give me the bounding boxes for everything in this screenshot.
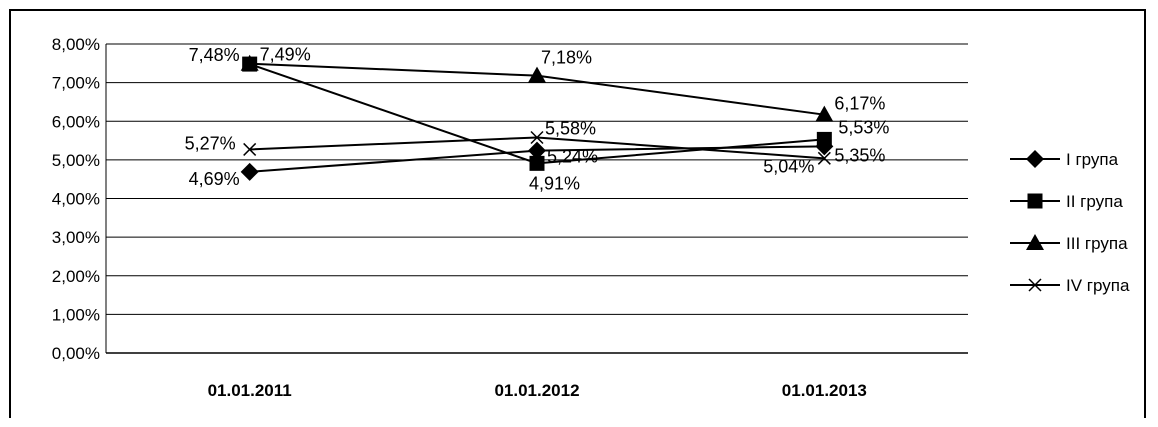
data-label: 7,48% bbox=[189, 45, 240, 65]
y-tick-label: 3,00% bbox=[52, 228, 100, 247]
data-label: 5,35% bbox=[834, 145, 885, 165]
series-marker bbox=[529, 155, 545, 171]
legend-marker bbox=[1026, 234, 1044, 250]
legend-label: IV група bbox=[1066, 276, 1130, 295]
data-label: 5,27% bbox=[185, 133, 236, 153]
series-marker bbox=[528, 141, 546, 160]
series-marker bbox=[815, 105, 834, 122]
series-marker bbox=[528, 66, 546, 83]
series-marker bbox=[243, 142, 257, 156]
legend-marker bbox=[1026, 150, 1044, 168]
legend-label: III група bbox=[1066, 234, 1128, 253]
series-marker bbox=[240, 162, 259, 181]
series-marker bbox=[530, 130, 544, 145]
data-label: 5,58% bbox=[545, 118, 596, 138]
y-tick-label: 6,00% bbox=[52, 112, 100, 131]
y-tick-label: 7,00% bbox=[52, 74, 100, 93]
x-tick-label: 01.01.2013 bbox=[782, 381, 867, 400]
data-label: 5,04% bbox=[763, 156, 814, 176]
data-label: 6,17% bbox=[834, 94, 885, 114]
data-label: 4,91% bbox=[529, 173, 580, 193]
y-tick-label: 4,00% bbox=[52, 190, 100, 209]
y-tick-label: 0,00% bbox=[52, 344, 100, 363]
data-label: 5,24% bbox=[547, 147, 598, 167]
y-tick-label: 5,00% bbox=[52, 151, 100, 170]
y-tick-label: 1,00% bbox=[52, 305, 100, 324]
series-marker bbox=[816, 131, 832, 147]
y-tick-label: 2,00% bbox=[52, 267, 100, 286]
x-tick-label: 01.01.2011 bbox=[208, 381, 292, 400]
series-marker bbox=[817, 151, 831, 165]
data-label: 4,69% bbox=[189, 169, 240, 189]
data-label: 7,49% bbox=[260, 45, 311, 65]
legend-label: II група bbox=[1066, 192, 1123, 211]
data-label: 7,18% bbox=[541, 48, 592, 68]
series-marker bbox=[240, 54, 259, 71]
legend-marker bbox=[1028, 278, 1042, 292]
data-label: 5,53% bbox=[838, 117, 889, 137]
chart-frame bbox=[9, 9, 1146, 418]
y-tick-label: 8,00% bbox=[52, 35, 100, 54]
legend-label: I група bbox=[1066, 150, 1119, 169]
x-tick-label: 01.01.2012 bbox=[494, 381, 579, 400]
legend-marker bbox=[1027, 193, 1043, 209]
